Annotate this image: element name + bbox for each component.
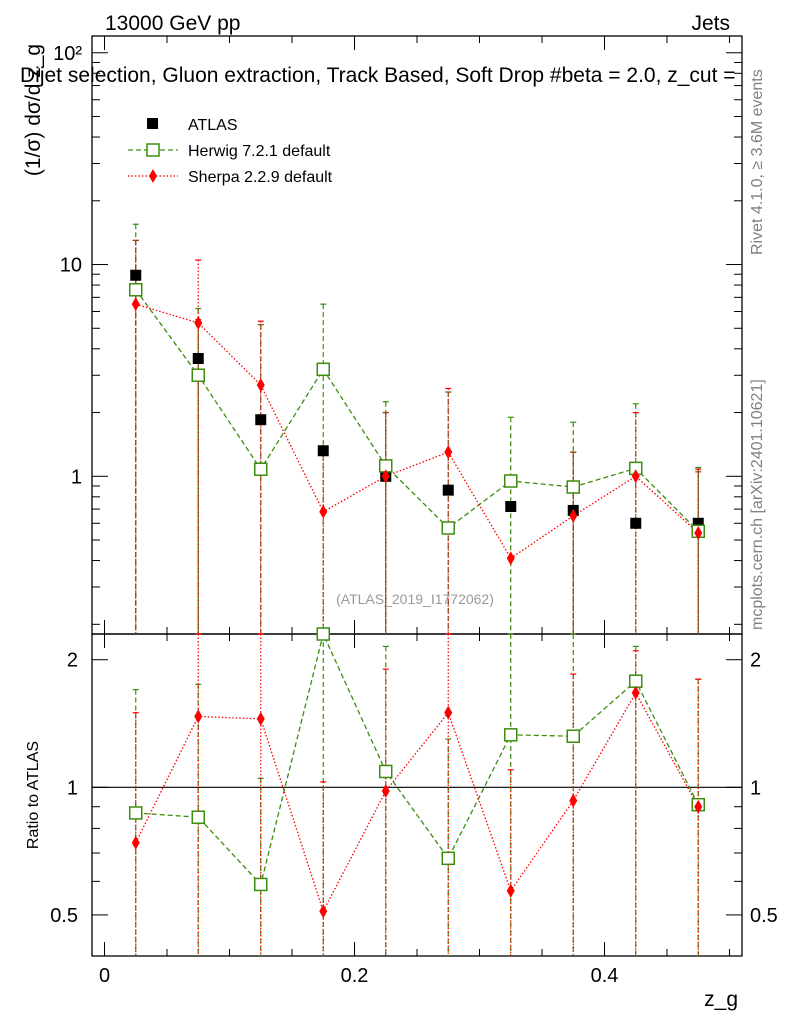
atlas-point bbox=[442, 484, 454, 496]
y-tick-label-main: 10 bbox=[60, 255, 82, 277]
herwig-ratio-point bbox=[129, 806, 143, 820]
sherpa-ratio-point bbox=[631, 685, 640, 700]
sherpa-point bbox=[444, 445, 453, 460]
ratio-panel bbox=[92, 627, 742, 956]
herwig-ratio-point bbox=[379, 764, 393, 779]
herwig-ratio-point bbox=[629, 674, 643, 688]
atlas-point bbox=[505, 501, 517, 513]
sherpa-line bbox=[135, 303, 699, 560]
herwig-line bbox=[135, 289, 699, 532]
rivet-version-label: Rivet 4.1.0, ≥ 3.6M events bbox=[749, 69, 766, 255]
sherpa-point bbox=[131, 297, 140, 312]
atlas-point bbox=[630, 517, 642, 529]
atlas-point bbox=[192, 352, 204, 364]
axes: 0 0.2 0.4 1 10 10² 0.5 0.5 1 1 2 2 bbox=[50, 36, 778, 987]
sherpa-point bbox=[256, 377, 265, 392]
sherpa-ratio-point bbox=[506, 883, 515, 898]
atlas-point bbox=[317, 445, 329, 457]
sherpa-ratio-point bbox=[569, 793, 578, 808]
herwig-point bbox=[129, 283, 143, 297]
legend-marker-herwig bbox=[146, 143, 160, 157]
ratio-panel-frame bbox=[91, 633, 743, 957]
sherpa-ratio-point bbox=[194, 709, 203, 724]
atlas-point bbox=[130, 269, 142, 281]
main-panel bbox=[129, 223, 705, 634]
plot-title: Dijet selection, Gluon extraction, Track… bbox=[20, 64, 736, 87]
legend-label-atlas: ATLAS bbox=[188, 117, 238, 134]
sherpa-ratio-point bbox=[381, 784, 390, 799]
header-energy: 13000 GeV pp bbox=[105, 12, 240, 35]
herwig-point bbox=[316, 362, 330, 377]
sherpa-point bbox=[631, 469, 640, 484]
x-tick-label: 0.2 bbox=[341, 965, 369, 987]
sherpa-ratio-point bbox=[131, 835, 140, 850]
y-tick-label-ratio: 1 bbox=[67, 777, 78, 799]
y-tick-label-ratio: 2 bbox=[67, 650, 78, 672]
atlas-point bbox=[255, 414, 267, 426]
herwig-ratio-point bbox=[441, 851, 455, 866]
herwig-point bbox=[254, 462, 268, 476]
atlas-point bbox=[692, 517, 704, 529]
legend-marker-atlas bbox=[147, 118, 158, 129]
sherpa-ratio-point bbox=[256, 711, 265, 726]
legend-marker-sherpa bbox=[149, 169, 157, 183]
herwig-point bbox=[441, 521, 455, 535]
y-tick-label-ratio: 0.5 bbox=[50, 905, 78, 927]
header-process: Jets bbox=[691, 12, 730, 35]
herwig-ratio-line bbox=[135, 632, 699, 886]
y-tick-label-ratio-right: 0.5 bbox=[750, 905, 778, 927]
y-axis-label-main: (1/σ) dσ/d z_g bbox=[22, 44, 45, 176]
sherpa-ratio-point bbox=[694, 799, 703, 814]
y-tick-label-main: 1 bbox=[71, 466, 82, 488]
y-tick-label-main: 10² bbox=[53, 43, 82, 65]
x-axis-label: z_g bbox=[704, 988, 738, 1011]
sherpa-ratio-point bbox=[444, 705, 453, 720]
sherpa-point bbox=[694, 525, 703, 540]
y-tick-label-ratio-right: 1 bbox=[750, 777, 761, 799]
legend: ATLAS Herwig 7.2.1 default Sherpa 2.2.9 … bbox=[128, 117, 333, 186]
sherpa-point bbox=[506, 551, 515, 566]
herwig-point bbox=[504, 474, 518, 488]
herwig-ratio-point bbox=[254, 877, 268, 892]
y-tick-label-ratio-right: 2 bbox=[750, 650, 761, 672]
sherpa-point bbox=[194, 315, 203, 330]
legend-label-sherpa: Sherpa 2.2.9 default bbox=[188, 169, 333, 186]
herwig-ratio-point bbox=[191, 810, 205, 824]
sherpa-point bbox=[319, 504, 328, 519]
legend-label-herwig: Herwig 7.2.1 default bbox=[188, 143, 331, 160]
herwig-ratio-point bbox=[316, 627, 330, 641]
x-tick-label: 0 bbox=[99, 965, 110, 987]
sherpa-point bbox=[569, 508, 578, 523]
herwig-ratio-point bbox=[504, 728, 518, 742]
mcplots-label: mcplots.cern.ch [arXiv:2401.10621] bbox=[749, 379, 766, 630]
herwig-point bbox=[191, 368, 205, 383]
herwig-point bbox=[566, 480, 580, 494]
sherpa-ratio-point bbox=[319, 904, 328, 919]
y-axis-label-ratio: Ratio to ATLAS bbox=[25, 741, 42, 849]
analysis-watermark: (ATLAS_2019_I1772062) bbox=[336, 591, 494, 607]
x-tick-label: 0.4 bbox=[591, 965, 619, 987]
sherpa-ratio-line bbox=[135, 691, 699, 913]
sherpa-point bbox=[381, 469, 390, 484]
herwig-ratio-point bbox=[566, 729, 580, 743]
